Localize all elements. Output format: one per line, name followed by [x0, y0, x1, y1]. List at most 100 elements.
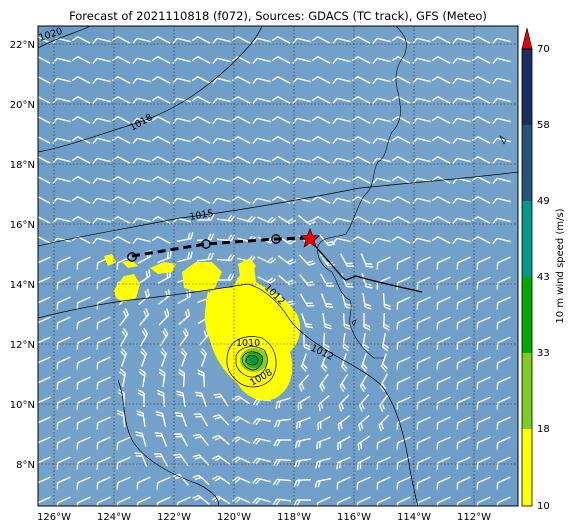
wind-barb-icon [231, 456, 251, 464]
wind-barb-icon [431, 216, 451, 224]
wind-barb-icon [452, 57, 471, 64]
isobar-label: 1015 [189, 208, 215, 223]
wind-barb-icon [456, 396, 471, 410]
wind-barb-icon [111, 156, 131, 164]
wind-barb-icon [431, 136, 451, 144]
wind-barb-icon [76, 476, 91, 490]
wind-barb-icon [396, 496, 411, 506]
wind-barb-icon [456, 476, 471, 490]
wind-barb-icon [231, 96, 251, 104]
wind-barb-icon [452, 217, 471, 224]
wind-barb-icon [158, 308, 170, 326]
wind-barb-icon [332, 97, 351, 104]
wind-barb-icon [38, 416, 51, 430]
wind-barb-icon [56, 316, 71, 330]
wind-barb-icon [212, 97, 231, 104]
wind-barb-icon [132, 237, 151, 244]
wind-barb-icon [71, 36, 91, 44]
wind-barb-icon [137, 269, 151, 285]
lon-tick-label: 112°W [457, 512, 491, 523]
wind-barb-icon [311, 96, 331, 104]
wind-barb-icon [271, 116, 291, 124]
wind-barb-icon [431, 196, 451, 204]
wind-barb-icon [337, 436, 351, 451]
wind-barb-icon [56, 276, 71, 290]
wind-barb-icon [271, 36, 291, 44]
wind-barb-icon [337, 415, 351, 431]
wind-barb-icon [492, 97, 511, 104]
wind-barb-icon [252, 137, 271, 144]
wind-barb-icon [416, 396, 431, 410]
wind-barb-icon [232, 395, 251, 405]
wind-barb-icon [252, 77, 271, 84]
lon-tick-label: 122°W [157, 512, 191, 523]
wind-barb-icon [431, 36, 451, 44]
wind-barb-icon [120, 327, 128, 347]
wind-barb-icon [416, 416, 431, 430]
wind-barb-icon [38, 496, 51, 506]
wind-barb-icon [476, 416, 491, 430]
wind-barb-icon [275, 397, 291, 409]
wind-barb-icon [111, 116, 131, 124]
wind-barb-icon [212, 157, 231, 164]
wind-barb-icon [332, 177, 351, 184]
wind-barb-icon [56, 396, 71, 410]
wind-barb-icon [471, 236, 491, 244]
wind-barb-icon [136, 476, 151, 490]
wind-barb-icon [71, 76, 91, 84]
wind-barb-icon [231, 36, 251, 44]
wind-barb-icon [471, 136, 491, 144]
wind-barb-icon [271, 196, 291, 204]
wind-barb-icon [351, 56, 371, 64]
wind-barb-icon [372, 237, 391, 244]
wind-barb-icon [436, 256, 451, 270]
wind-barb-icon [76, 496, 91, 506]
wind-barb-icon [176, 390, 186, 408]
wind-barb-icon [191, 156, 211, 164]
wind-barb-icon [303, 332, 311, 351]
wind-barb-icon [496, 376, 511, 390]
wind-barb-icon [382, 292, 392, 311]
wind-barb-icon [231, 415, 251, 425]
wind-barb-icon [212, 77, 231, 84]
wind-barb-icon [172, 197, 191, 204]
wind-barb-icon [212, 57, 231, 64]
wind-barb-icon [180, 348, 188, 367]
wind-barb-icon [76, 416, 91, 430]
wind-barb-icon [155, 411, 167, 427]
wind-barb-icon [92, 37, 111, 44]
latitude-axis: 22°N 20°N 18°N 16°N 14°N 12°N 10°N 8°N [10, 40, 35, 471]
wind-barb-icon [96, 476, 111, 490]
colorbar-segment [522, 429, 532, 506]
wind-barb-icon [358, 414, 370, 432]
wind-barb-icon [436, 416, 451, 430]
wind-barb-icon [351, 196, 371, 204]
wind-barb-icon [111, 36, 131, 44]
wind-barb-icon [132, 157, 151, 164]
wind-barb-icon [172, 217, 191, 224]
wind-barb-icon [452, 37, 471, 44]
wind-barb-icon [158, 368, 166, 388]
wind-barb-icon [176, 232, 194, 242]
colorbar: 70 58 49 43 33 18 10 10 m wind speed (m/… [521, 27, 566, 512]
wind-barb-icon [138, 288, 150, 306]
wind-barb-icon [496, 296, 511, 310]
lat-tick-label: 22°N [10, 40, 35, 51]
wind-barb-icon [172, 37, 191, 44]
wind-barb-icon [136, 410, 146, 428]
wind-barb-icon [492, 217, 511, 224]
wind-barb-icon [340, 253, 355, 267]
wind-barb-icon [436, 296, 451, 310]
wind-barb-icon [322, 312, 332, 330]
wind-barb-icon [76, 376, 91, 390]
wind-barb-icon [456, 376, 471, 390]
wind-barb-icon [151, 156, 171, 164]
wind-barb-icon [396, 336, 411, 350]
wind-barb-icon [52, 117, 71, 124]
wind-barb-icon [416, 356, 431, 370]
wind-barb-icon [396, 396, 411, 410]
wind-barb-icon [157, 389, 166, 408]
wind-barb-icon [56, 376, 71, 390]
colorbar-tick-label: 58 [537, 120, 550, 131]
wind-barb-icon [173, 453, 189, 467]
